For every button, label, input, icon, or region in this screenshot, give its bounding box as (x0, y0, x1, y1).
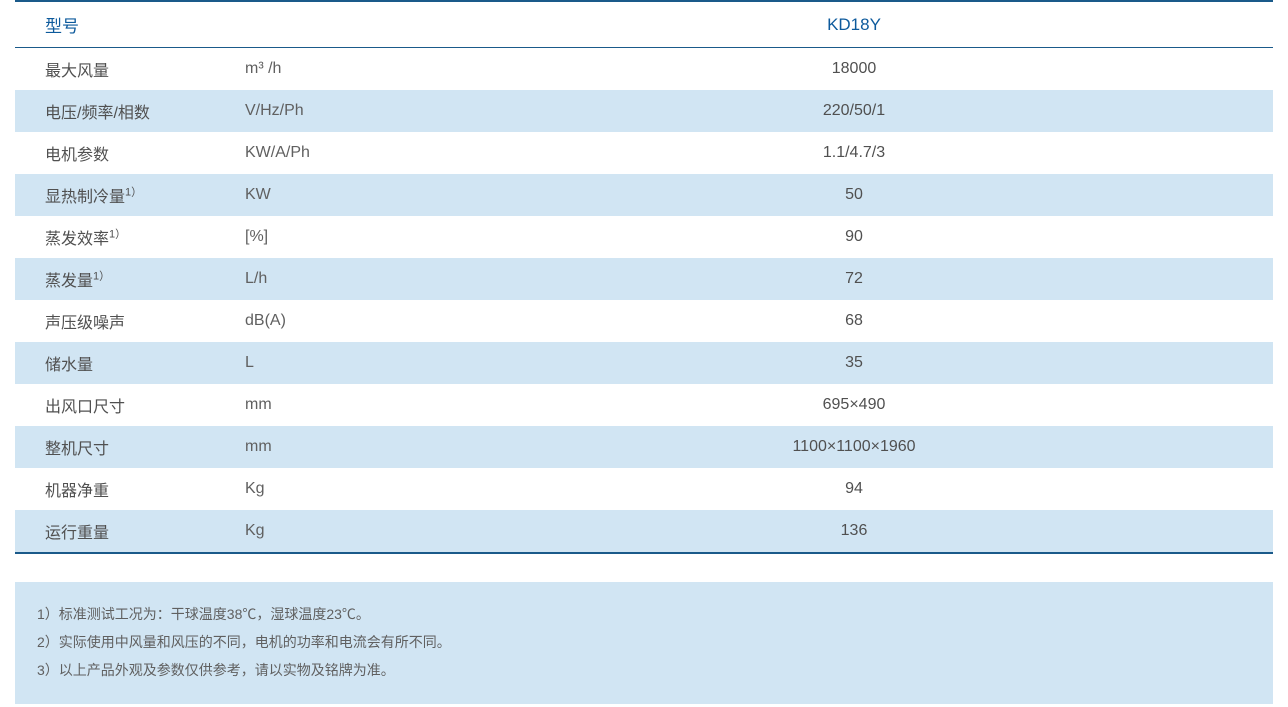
row-label: 蒸发量1） (15, 258, 215, 300)
table-row: 电压/频率/相数V/Hz/Ph220/50/1 (15, 90, 1273, 132)
row-value: 1.1/4.7/3 (435, 132, 1273, 174)
row-label: 蒸发效率1） (15, 216, 215, 258)
row-label: 声压级噪声 (15, 300, 215, 342)
table-row: 最大风量m³ /h18000 (15, 48, 1273, 91)
table-row: 整机尺寸mm1100×1100×1960 (15, 426, 1273, 468)
row-label-sup: 1） (93, 271, 110, 283)
table-row: 蒸发量1）L/h72 (15, 258, 1273, 300)
row-unit: L/h (215, 258, 435, 300)
notes-block: 1）标准测试工况为：干球温度38℃，湿球温度23℃。2）实际使用中风量和风压的不… (15, 582, 1273, 704)
table-row: 运行重量Kg136 (15, 510, 1273, 553)
row-label: 最大风量 (15, 48, 215, 91)
header-value: KD18Y (435, 1, 1273, 48)
table-row: 储水量L35 (15, 342, 1273, 384)
table-row: 声压级噪声dB(A)68 (15, 300, 1273, 342)
row-value: 695×490 (435, 384, 1273, 426)
row-unit: L (215, 342, 435, 384)
table-row: 出风口尺寸mm695×490 (15, 384, 1273, 426)
header-label: 型号 (15, 1, 435, 48)
row-value: 90 (435, 216, 1273, 258)
row-unit: dB(A) (215, 300, 435, 342)
row-label: 显热制冷量1） (15, 174, 215, 216)
row-value: 136 (435, 510, 1273, 553)
table-row: 显热制冷量1）KW50 (15, 174, 1273, 216)
row-value: 220/50/1 (435, 90, 1273, 132)
row-unit: m³ /h (215, 48, 435, 91)
row-unit: [%] (215, 216, 435, 258)
note-line: 1）标准测试工况为：干球温度38℃，湿球温度23℃。 (37, 600, 1251, 628)
row-value: 35 (435, 342, 1273, 384)
row-unit: KW/A/Ph (215, 132, 435, 174)
row-value: 1100×1100×1960 (435, 426, 1273, 468)
table-row: 电机参数KW/A/Ph1.1/4.7/3 (15, 132, 1273, 174)
row-unit: KW (215, 174, 435, 216)
note-line: 2）实际使用中风量和风压的不同，电机的功率和电流会有所不同。 (37, 628, 1251, 656)
table-row: 蒸发效率1）[%]90 (15, 216, 1273, 258)
spec-table: 型号 KD18Y 最大风量m³ /h18000电压/频率/相数V/Hz/Ph22… (15, 0, 1273, 554)
row-label: 运行重量 (15, 510, 215, 553)
row-label: 电机参数 (15, 132, 215, 174)
row-unit: Kg (215, 468, 435, 510)
note-line: 3）以上产品外观及参数仅供参考，请以实物及铭牌为准。 (37, 656, 1251, 684)
row-label-sup: 1） (125, 187, 142, 199)
row-value: 18000 (435, 48, 1273, 91)
row-label: 出风口尺寸 (15, 384, 215, 426)
row-unit: V/Hz/Ph (215, 90, 435, 132)
row-value: 50 (435, 174, 1273, 216)
row-value: 94 (435, 468, 1273, 510)
row-label: 电压/频率/相数 (15, 90, 215, 132)
row-value: 68 (435, 300, 1273, 342)
row-label-sup: 1） (109, 229, 126, 241)
row-value: 72 (435, 258, 1273, 300)
row-unit: Kg (215, 510, 435, 553)
table-row: 机器净重Kg94 (15, 468, 1273, 510)
row-unit: mm (215, 426, 435, 468)
table-header-row: 型号 KD18Y (15, 1, 1273, 48)
row-label: 储水量 (15, 342, 215, 384)
row-label: 机器净重 (15, 468, 215, 510)
row-unit: mm (215, 384, 435, 426)
row-label: 整机尺寸 (15, 426, 215, 468)
